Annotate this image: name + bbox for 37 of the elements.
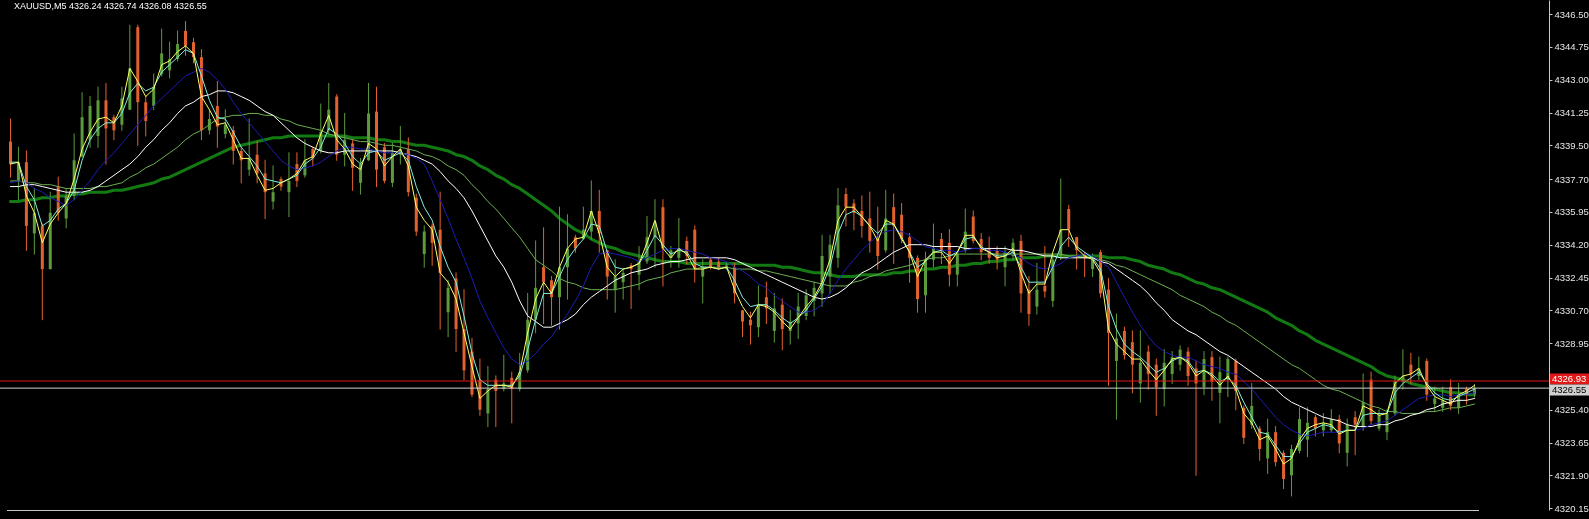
candlestick [1067,204,1071,248]
y-tick-label: 4335.95 [1554,206,1589,218]
y-tick-label: 4339.50 [1554,139,1589,151]
candlestick [1035,262,1039,315]
candlestick [542,227,546,324]
candlestick [1043,246,1047,298]
candlestick [892,193,896,264]
candlestick [844,187,848,227]
ref-line-label: 4326.55 [1552,384,1587,396]
candlestick [144,96,148,137]
candlestick [8,118,12,178]
y-tick-label: 4344.75 [1554,41,1589,53]
y-tick-label: 4341.25 [1554,107,1589,118]
candlestick [741,309,744,338]
y-tick-label: 4334.20 [1554,239,1589,251]
y-tick-label: 4330.70 [1554,304,1589,316]
y-tick-label: 4321.90 [1554,469,1589,481]
y-tick-label: 4320.15 [1554,502,1589,514]
candlestick [422,225,426,268]
y-tick-label: 4325.40 [1554,404,1589,416]
candlestick [1433,386,1437,413]
candlestick [1353,411,1357,456]
candlestick [756,285,760,338]
candlestick [772,292,776,343]
ref-line-label: 4326.93 [1552,373,1587,385]
y-tick-label: 4328.95 [1554,337,1589,349]
candlestick [868,191,872,253]
chart-title: XAUUSD,M5 4326.24 4326.74 4326.08 4326.55 [14,1,207,11]
y-tick-label: 4323.65 [1554,437,1589,448]
y-tick-label: 4346.50 [1554,8,1589,20]
candlestick [184,21,188,56]
y-tick-label: 4332.45 [1554,272,1589,283]
y-tick-label: 4337.70 [1554,173,1589,185]
candlestick [271,165,275,210]
candlestick [287,152,291,218]
y-tick-label: 4343.00 [1554,74,1589,86]
candlestick [1114,313,1118,420]
